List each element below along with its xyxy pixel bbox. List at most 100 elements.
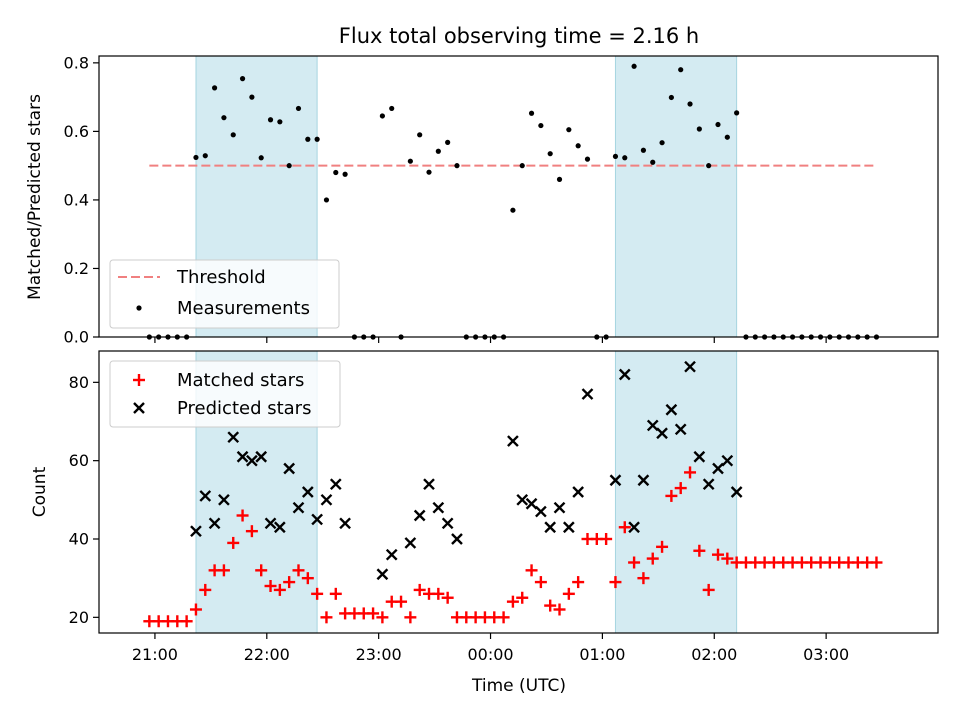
predicted-star-point [451, 533, 463, 545]
measurement-point [267, 117, 274, 123]
measurement-point [230, 132, 236, 138]
measurement-point [510, 207, 516, 213]
x-axis-label: Time (UTC) [471, 676, 566, 696]
matched-star-point [516, 591, 529, 604]
predicted-star-point [292, 501, 305, 514]
measurement-point [612, 153, 619, 160]
predicted-star-point [320, 493, 333, 506]
bottom-shaded-interval-1 [614, 350, 738, 634]
matched-star-point [553, 603, 566, 616]
bottom-legend-frame [109, 360, 341, 428]
matched-star-point [562, 587, 575, 600]
predicted-star-point [562, 521, 575, 534]
measurement-point [221, 115, 227, 121]
measurement-point [323, 197, 330, 203]
measurements-legend-label: Measurements [177, 298, 310, 319]
measurement-point [547, 151, 553, 157]
measurement-point [696, 126, 702, 132]
top-x-ticks [154, 337, 827, 343]
measurement-point [659, 140, 665, 146]
measurement-point [445, 139, 451, 145]
matched-legend-swatch [133, 374, 145, 386]
predicted-star-point [721, 454, 734, 467]
predicted-star-point [385, 548, 398, 561]
matched-star-point [245, 525, 258, 538]
x-tick-label: 22:00 [244, 645, 290, 664]
predicted-star-point [712, 462, 724, 475]
x-tick-label: 02:00 [691, 645, 737, 664]
matched-star-point [180, 615, 193, 628]
measurement-point [575, 143, 581, 149]
matched-star-point [534, 576, 547, 589]
predicted-star-point [674, 423, 687, 436]
predicted-star-point [432, 501, 445, 514]
measurement-point [454, 163, 460, 169]
matched-star-point [665, 489, 678, 502]
matched-star-point [329, 587, 342, 600]
predicted-star-point [525, 497, 538, 510]
x-tick-label: 23:00 [356, 645, 402, 664]
measurement-point [258, 155, 264, 161]
measurement-point [389, 105, 395, 112]
top-y-tick-label: 0.6 [64, 122, 89, 141]
matched-star-point [395, 595, 408, 608]
measurement-point [193, 154, 199, 161]
predicted-star-point [246, 454, 258, 467]
predicted-star-point [516, 493, 529, 506]
predicted-star-point [656, 427, 668, 440]
predicted-star-point [507, 435, 519, 447]
matched-star-point [404, 611, 417, 624]
matched-star-point [684, 466, 697, 479]
matched-star-point [264, 580, 277, 592]
matched-star-point [618, 521, 631, 534]
top-legend: Threshold Measurements [109, 259, 340, 329]
matched-star-point [236, 509, 249, 522]
matched-star-point [413, 583, 426, 596]
matched-star-point [646, 552, 659, 565]
predicted-star-point [404, 537, 417, 549]
predicted-star-point [283, 462, 296, 475]
predicted-star-point [618, 368, 631, 381]
measurement-point [249, 94, 255, 100]
predicted-star-point [581, 388, 594, 400]
predicted-star-point [190, 525, 202, 538]
measurement-point [734, 110, 740, 116]
measurement-point [668, 94, 674, 101]
measurement-point [640, 147, 647, 153]
top-y-ticks: 0.0 0.2 0.4 0.6 0.8 [64, 53, 99, 347]
matched-star-point [674, 482, 687, 495]
measurement-point [277, 119, 283, 125]
matched-star-point [721, 552, 734, 565]
matched-star-point [609, 576, 622, 589]
measurement-point [584, 156, 591, 162]
measurement-point [379, 113, 385, 119]
predicted-star-point [339, 517, 351, 530]
matched-star-point [702, 583, 715, 596]
measurement-point [706, 163, 712, 169]
measurement-point [314, 136, 320, 142]
predicted-star-point [301, 486, 314, 498]
predicted-star-point [274, 521, 286, 534]
matched-star-point [497, 611, 510, 624]
predicted-star-point [665, 403, 678, 416]
predicted-star-point [423, 478, 435, 491]
predicted-star-point [218, 493, 230, 506]
measurement-point [295, 105, 302, 112]
matched-legend-label: Matched stars [177, 370, 304, 391]
predicted-star-point [441, 517, 454, 530]
matched-star-point [572, 576, 585, 589]
predicted-star-point [693, 450, 706, 463]
predicted-star-point [646, 419, 659, 432]
top-axes-frame [98, 55, 939, 338]
matched-star-point [544, 599, 557, 612]
matched-star-point [283, 576, 296, 589]
predicted-star-point [199, 490, 212, 502]
matched-star-point [656, 540, 669, 553]
matched-star-point [255, 564, 268, 577]
matched-star-point [711, 548, 724, 561]
matched-star-point [693, 544, 706, 557]
top-y-tick-label: 0.0 [64, 328, 89, 347]
matched-star-point [628, 556, 641, 569]
top-y-tick-label: 0.2 [64, 259, 89, 278]
